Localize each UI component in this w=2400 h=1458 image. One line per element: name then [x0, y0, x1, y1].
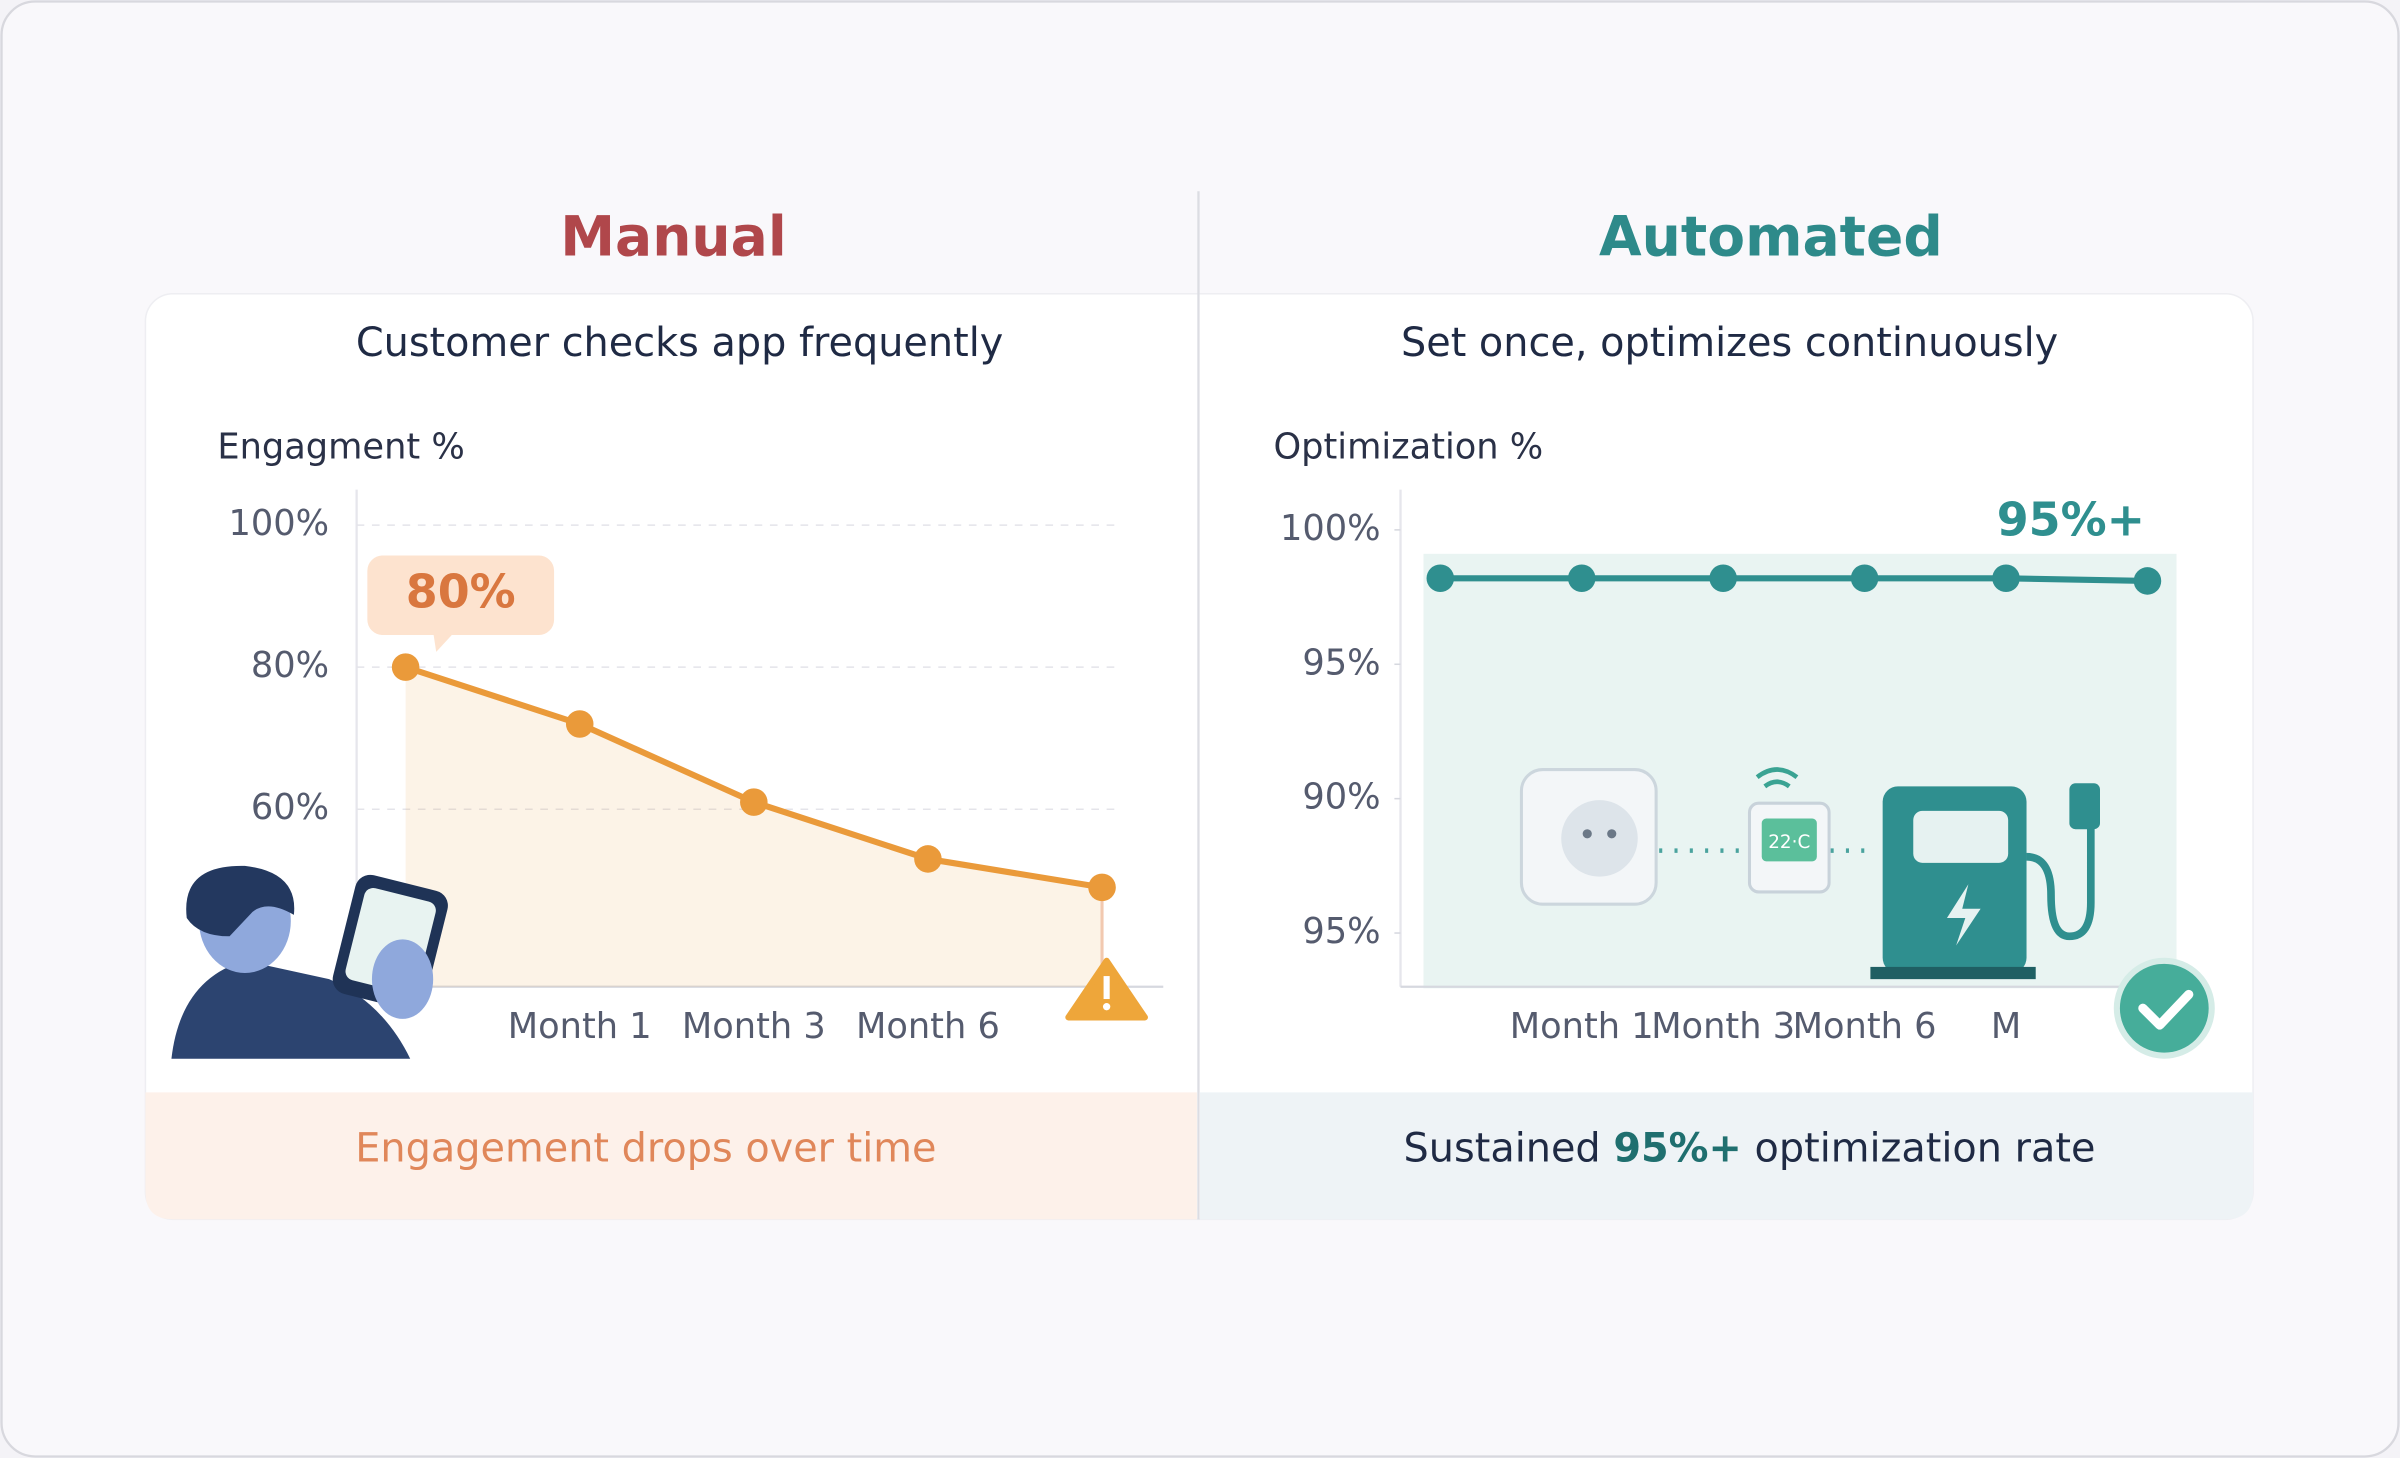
- footer-part: Sustained: [1404, 1125, 1614, 1171]
- panel-subtitle: Set once, optimizes continuously: [1401, 320, 2058, 366]
- point: [740, 788, 768, 816]
- person-illustration: [171, 865, 448, 1059]
- x-tick-label: Month 1: [1510, 1006, 1654, 1047]
- footer-text: Sustained 95%+ optimization rate: [1404, 1125, 2096, 1171]
- value-label-pointer: [433, 631, 455, 652]
- panel-title: Automated: [1599, 204, 1943, 268]
- point: [1088, 873, 1116, 902]
- y-axis-title: Engagment %: [217, 426, 464, 467]
- point: [914, 845, 942, 873]
- footer-band-right: [1200, 1092, 2254, 1220]
- y-tick-label: 100%: [228, 503, 329, 544]
- footer-text: Engagement drops over time: [355, 1125, 936, 1171]
- warning-icon: [1065, 957, 1148, 1021]
- check-icon: [2113, 957, 2215, 1059]
- x-tick-label: Month 6: [856, 1006, 1000, 1047]
- point: [1992, 564, 2020, 593]
- x-tick-label: Month 1: [508, 1006, 652, 1047]
- point: [565, 710, 594, 738]
- footer-part: Engagement drops over time: [355, 1125, 936, 1171]
- point: [391, 653, 420, 681]
- value-label-bubble: [367, 555, 555, 636]
- area: [405, 667, 1103, 987]
- panel-title: Manual: [560, 204, 787, 268]
- line: [1440, 575, 2148, 585]
- devices-illustration: [1519, 767, 2100, 980]
- y-tick-label: 60%: [251, 787, 329, 828]
- value-label: 80%: [406, 565, 516, 619]
- point: [1567, 564, 1596, 593]
- point: [2133, 567, 2162, 595]
- y-tick-label: 80%: [251, 645, 329, 686]
- annotation: 95%+: [1997, 493, 2145, 547]
- y-tick-label: 95%: [1302, 911, 1380, 952]
- point: [1709, 564, 1737, 593]
- footer-band-left: [145, 1092, 1197, 1220]
- x-tick-label: M: [1991, 1006, 2021, 1047]
- x-tick-label: Month 3: [1651, 1006, 1795, 1047]
- y-tick-label: 95%: [1302, 642, 1380, 683]
- y-tick-label: 90%: [1302, 777, 1380, 818]
- point: [1426, 564, 1455, 593]
- point: [1850, 564, 1879, 593]
- footer-part: optimization rate: [1742, 1125, 2096, 1171]
- x-tick-label: Month 3: [682, 1006, 826, 1047]
- panel-subtitle: Customer checks app frequently: [356, 320, 1003, 366]
- x-tick-label: Month 6: [1793, 1006, 1937, 1047]
- thermostat-reading: 22·C: [1768, 832, 1810, 853]
- y-tick-label: 100%: [1280, 508, 1381, 549]
- footer-highlight: 95%+: [1613, 1125, 1742, 1171]
- y-axis-title: Optimization %: [1273, 426, 1543, 467]
